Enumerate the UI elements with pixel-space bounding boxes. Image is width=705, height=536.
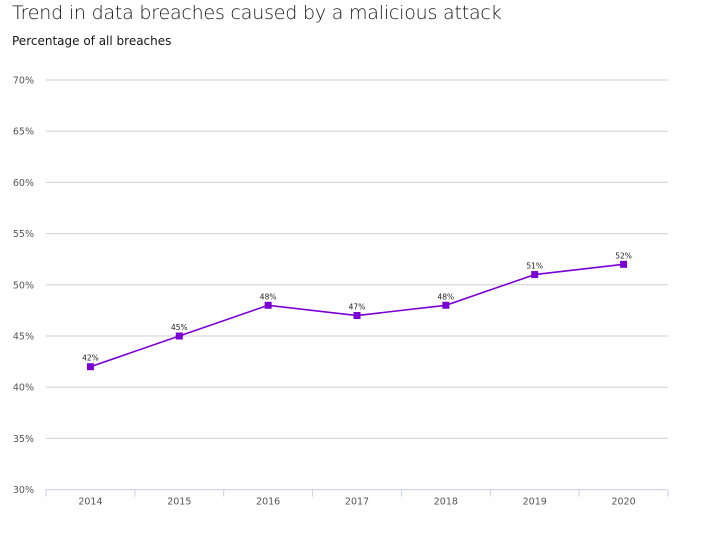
data-label: 48% [260, 292, 277, 301]
x-tick-label: 2017 [345, 497, 369, 508]
x-tick-label: 2016 [256, 497, 280, 508]
data-label: 52% [615, 251, 632, 260]
chart-subtitle: Percentage of all breaches [12, 34, 172, 48]
x-tick-label: 2018 [434, 497, 458, 508]
x-tick-label: 2019 [523, 497, 547, 508]
y-tick-label: 60% [13, 178, 34, 189]
y-tick-label: 45% [13, 332, 34, 343]
y-tick-label: 55% [13, 229, 34, 240]
y-tick-label: 70% [13, 76, 34, 87]
y-tick-label: 40% [13, 383, 34, 394]
data-point-marker [620, 260, 628, 268]
data-label: 47% [349, 303, 366, 312]
y-tick-label: 65% [13, 127, 34, 138]
chart-title: Trend in data breaches caused by a malic… [12, 2, 502, 24]
data-point-marker [442, 301, 450, 309]
data-label: 45% [171, 323, 188, 332]
data-label: 48% [438, 292, 455, 301]
x-tick-label: 2020 [611, 497, 635, 508]
y-tick-label: 35% [13, 434, 34, 445]
y-tick-label: 50% [13, 280, 34, 291]
x-tick-label: 2014 [78, 497, 102, 508]
data-label: 42% [82, 354, 99, 363]
data-point-marker [86, 363, 94, 371]
data-point-marker [175, 332, 183, 340]
data-point-marker [531, 271, 539, 279]
data-point-marker [353, 312, 361, 320]
x-tick-label: 2015 [167, 497, 191, 508]
data-label: 51% [526, 262, 543, 271]
y-tick-label: 30% [13, 485, 34, 496]
data-point-marker [264, 301, 272, 309]
